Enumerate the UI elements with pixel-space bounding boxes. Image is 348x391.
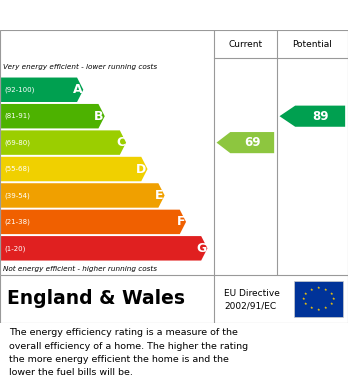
Text: (1-20): (1-20) [4, 245, 25, 251]
Text: (55-68): (55-68) [4, 166, 30, 172]
Text: F: F [176, 215, 185, 228]
Text: England & Wales: England & Wales [7, 289, 185, 308]
Text: ★: ★ [317, 308, 320, 312]
Text: (92-100): (92-100) [4, 86, 34, 93]
Text: ★: ★ [329, 292, 333, 296]
Text: 2002/91/EC: 2002/91/EC [224, 302, 277, 311]
Text: (21-38): (21-38) [4, 219, 30, 225]
Polygon shape [216, 132, 274, 153]
Polygon shape [1, 157, 148, 181]
Polygon shape [1, 210, 186, 234]
Polygon shape [1, 130, 126, 155]
Text: ★: ★ [304, 292, 308, 296]
Text: ★: ★ [324, 307, 327, 310]
Text: Current: Current [228, 39, 262, 48]
Polygon shape [1, 104, 105, 128]
Text: B: B [94, 110, 104, 123]
Text: ★: ★ [309, 307, 313, 310]
Text: ★: ★ [324, 287, 327, 292]
Text: ★: ★ [302, 297, 306, 301]
Text: Very energy efficient - lower running costs: Very energy efficient - lower running co… [3, 64, 158, 70]
Polygon shape [1, 236, 207, 260]
Text: (39-54): (39-54) [4, 192, 30, 199]
Text: ★: ★ [329, 303, 333, 307]
Text: The energy efficiency rating is a measure of the
overall efficiency of a home. T: The energy efficiency rating is a measur… [9, 328, 248, 377]
Polygon shape [279, 106, 345, 127]
Text: A: A [73, 83, 82, 96]
Polygon shape [1, 77, 83, 102]
Text: ★: ★ [317, 286, 320, 290]
Text: C: C [116, 136, 125, 149]
Bar [294, 281, 343, 317]
Text: Not energy efficient - higher running costs: Not energy efficient - higher running co… [3, 266, 158, 272]
Text: ★: ★ [304, 303, 308, 307]
Text: (81-91): (81-91) [4, 113, 30, 119]
Text: 69: 69 [244, 136, 261, 149]
Text: (69-80): (69-80) [4, 139, 30, 146]
Text: ★: ★ [309, 287, 313, 292]
Text: Energy Efficiency Rating: Energy Efficiency Rating [9, 7, 230, 23]
Polygon shape [1, 183, 165, 208]
Text: ★: ★ [331, 297, 335, 301]
Text: EU Directive: EU Directive [224, 289, 280, 298]
Text: Potential: Potential [292, 39, 332, 48]
Text: D: D [136, 163, 147, 176]
Text: E: E [155, 189, 164, 202]
Text: 89: 89 [312, 110, 329, 123]
Text: G: G [196, 242, 206, 255]
